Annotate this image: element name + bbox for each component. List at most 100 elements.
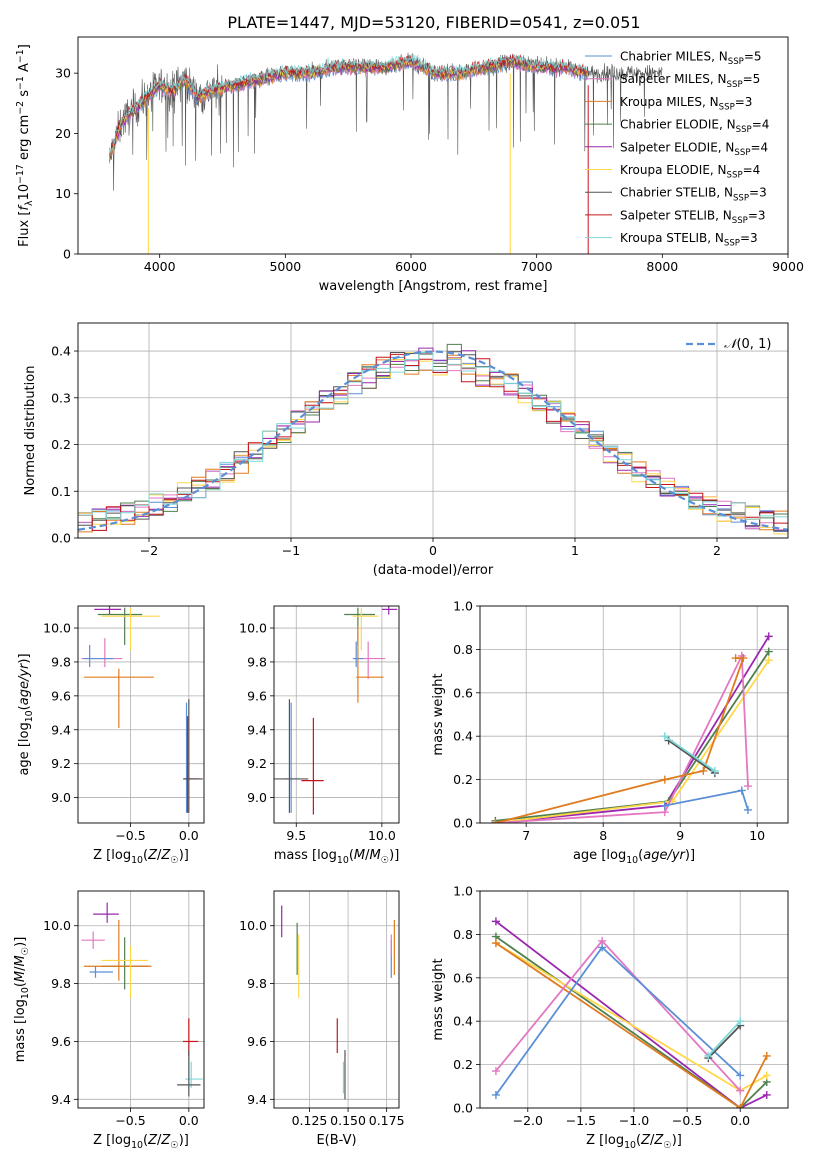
x-tick-label: 6000 xyxy=(395,259,427,274)
y-tick-label: 0.2 xyxy=(51,437,71,452)
y-tick-label: 30 xyxy=(55,66,71,81)
model-spectrum-line xyxy=(109,54,588,154)
weight-series-line xyxy=(495,942,768,1108)
y-tick-label: 0.0 xyxy=(453,1101,473,1116)
error-bar-point xyxy=(274,699,309,813)
error-bar-point xyxy=(83,644,113,668)
weight-series-line xyxy=(707,1024,741,1059)
weight-marker xyxy=(743,782,752,791)
weight-marker xyxy=(762,1071,771,1080)
y-tick-label: 9.6 xyxy=(51,1034,71,1049)
y-tick-label: 0.1 xyxy=(51,484,71,499)
spectrum-legend: Chabrier MILES, NSSP=5 Salpeter MILES, NS… xyxy=(585,50,769,249)
axes-frame xyxy=(77,605,205,824)
y-tick-label: 0.0 xyxy=(51,531,71,546)
error-bar-point xyxy=(101,937,148,990)
weight-marker xyxy=(660,775,669,784)
axes-frame xyxy=(273,890,400,1109)
error-bar-point xyxy=(101,945,148,999)
x-tick-label: −0.5 xyxy=(115,828,145,843)
axes-frame xyxy=(273,605,400,824)
y-tick-label: 10.0 xyxy=(239,918,267,933)
x-tick-label: 8000 xyxy=(646,259,678,274)
legend-entry: Kroupa MILES, NSSP=3 xyxy=(620,95,752,113)
x-tick-label: 0.175 xyxy=(369,1113,405,1128)
y-tick-label: 10.0 xyxy=(43,621,71,636)
x-axis-label: wavelength [Angstrom, rest frame] xyxy=(319,279,548,294)
error-bar-point xyxy=(185,1061,203,1088)
y-tick-label: 0.4 xyxy=(51,344,71,359)
y-tick-label: 9.4 xyxy=(247,722,267,737)
error-bar-point xyxy=(93,902,119,923)
y-tick-label: 0.8 xyxy=(453,927,473,942)
x-axis-label: (data-model)/error xyxy=(373,563,494,578)
x-tick-label: 0.0 xyxy=(730,1113,750,1128)
weight-series-line xyxy=(495,635,770,823)
weight-marker xyxy=(762,1051,771,1060)
weight-marker xyxy=(699,766,708,775)
x-tick-label: 7000 xyxy=(521,259,553,274)
error-bar-point xyxy=(89,966,113,978)
plot-area xyxy=(78,343,788,535)
y-tick-label: 0.2 xyxy=(453,1057,473,1072)
y-tick-label: 0.4 xyxy=(453,729,473,744)
x-tick-label: −1 xyxy=(282,543,300,558)
weight-marker xyxy=(736,1104,745,1108)
legend-entry: 𝒩(0, 1) xyxy=(724,337,771,352)
x-tick-label: 2 xyxy=(713,543,721,558)
weight-series-line xyxy=(495,935,768,1108)
weight-marker xyxy=(731,654,740,663)
y-axis-label: Normed distribution xyxy=(23,366,38,496)
y-tick-label: 9.0 xyxy=(247,790,267,805)
weight-marker xyxy=(704,1051,713,1060)
chart-mass_vs_Z: −0.5 0.0 9.4 9.6 9.8 10.0 Z [log10(Z/Z☉)] mass … xyxy=(13,890,205,1151)
chart-age_vs_Z: −0.5 0.0 9.0 9.2 9.4 9.6 9.8 10.0 Z [log10(Z/Z☉)… xyxy=(17,605,205,866)
weight-marker xyxy=(491,819,500,823)
y-tick-label: 0.2 xyxy=(453,772,473,787)
y-tick-label: 0.0 xyxy=(453,816,473,831)
x-tick-label: 4000 xyxy=(144,259,176,274)
y-tick-label: 0.6 xyxy=(453,970,473,985)
error-bar-point xyxy=(177,1050,201,1097)
x-tick-label: 5000 xyxy=(269,259,301,274)
chart-mass_vs_ebv: 0.125 0.150 0.175 9.4 9.6 9.8 10.0 E(B-V) xyxy=(239,890,405,1148)
plot-area xyxy=(81,606,203,813)
chart-residuals: −2 −1 0 1 2 0.0 0.1 0.2 0.3 0.4 (data-model)/error… xyxy=(23,322,789,578)
y-tick-label: 0.6 xyxy=(453,685,473,700)
weight-series-line xyxy=(664,735,716,772)
x-axis-label: E(B-V) xyxy=(316,1133,356,1148)
x-tick-label: −2.0 xyxy=(513,1113,543,1128)
weight-marker xyxy=(762,1090,771,1099)
y-tick-label: 9.6 xyxy=(247,688,267,703)
error-bar-point xyxy=(352,607,379,651)
x-axis-label: Z [log10(Z/Z☉)] xyxy=(586,1133,682,1151)
weight-series-line xyxy=(495,652,749,823)
x-tick-label: 10.0 xyxy=(368,828,396,843)
weight-marker xyxy=(736,1017,745,1026)
y-tick-label: 9.4 xyxy=(51,1092,71,1107)
residuals-legend: 𝒩(0, 1) xyxy=(686,337,771,352)
weight-marker xyxy=(736,1086,745,1095)
legend-entry: Chabrier ELODIE, NSSP=4 xyxy=(620,118,769,136)
x-tick-label: −1.5 xyxy=(566,1113,596,1128)
axes-frame xyxy=(77,36,789,255)
legend-entry: Salpeter STELIB, NSSP=3 xyxy=(620,208,766,226)
x-tick-label: 9000 xyxy=(772,259,804,274)
x-tick-label: −0.5 xyxy=(672,1113,702,1128)
y-tick-label: 9.2 xyxy=(51,756,71,771)
y-axis-label: mass weight xyxy=(431,673,446,755)
y-tick-label: 0.8 xyxy=(453,642,473,657)
normal-curve xyxy=(78,350,788,531)
error-bar-point xyxy=(344,607,376,645)
x-tick-label: 0 xyxy=(429,543,437,558)
axes-frame xyxy=(479,605,789,824)
x-axis-label: mass [log10(M/M☉)] xyxy=(274,848,400,866)
legend-entry: Kroupa ELODIE, NSSP=4 xyxy=(620,163,760,181)
error-bar-point xyxy=(301,717,324,815)
y-tick-label: 9.8 xyxy=(247,976,267,991)
x-tick-label: −0.5 xyxy=(115,1113,145,1128)
weight-series-line xyxy=(707,1020,741,1057)
x-tick-label: −1.0 xyxy=(619,1113,649,1128)
chart-spectrum: 4000 5000 6000 7000 8000 9000 0 10 20 30 wavelengt… xyxy=(15,36,804,294)
y-axis-label: mass [log10(M/M☉)] xyxy=(13,937,31,1063)
